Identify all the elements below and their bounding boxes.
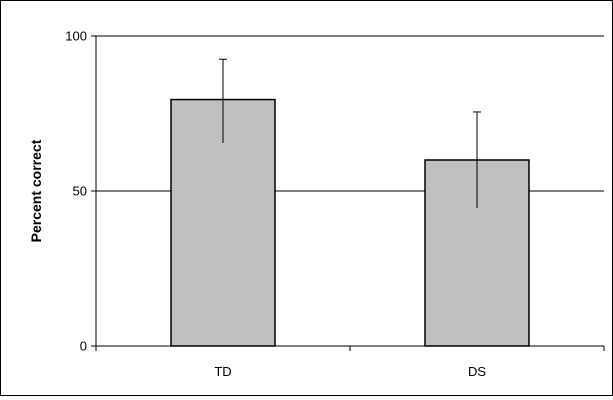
- x-tick-labels: TD DS: [214, 364, 486, 379]
- y-tick-label-0: 0: [80, 339, 87, 354]
- axes: [91, 35, 605, 351]
- x-tick-label-ds: DS: [468, 364, 486, 379]
- y-tick-labels: 0 50 100: [65, 29, 87, 354]
- y-axis-label: Percent correct: [28, 139, 44, 242]
- y-tick-label-50: 50: [73, 184, 87, 199]
- x-tick-label-td: TD: [214, 364, 231, 379]
- y-tick-label-100: 100: [65, 29, 87, 44]
- error-bars: [219, 58, 481, 209]
- bars: [170, 98, 530, 347]
